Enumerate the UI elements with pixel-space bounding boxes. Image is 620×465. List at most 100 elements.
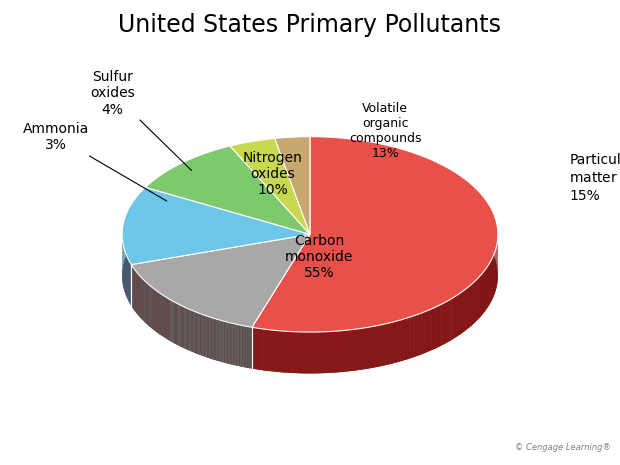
Polygon shape [295,332,297,373]
Polygon shape [220,320,221,362]
Polygon shape [307,332,309,373]
Polygon shape [235,324,236,365]
Polygon shape [299,332,300,373]
Polygon shape [328,332,330,373]
Polygon shape [262,329,263,370]
Text: Nitrogen
oxides
10%: Nitrogen oxides 10% [242,151,303,198]
Polygon shape [228,322,229,364]
Polygon shape [470,285,471,327]
Polygon shape [388,323,390,365]
Polygon shape [356,329,357,371]
Polygon shape [449,299,450,341]
Polygon shape [445,302,446,344]
Polygon shape [414,315,415,357]
Polygon shape [349,330,351,371]
Polygon shape [244,326,246,367]
Polygon shape [260,329,262,370]
Polygon shape [254,327,255,369]
Polygon shape [172,301,173,343]
Polygon shape [338,331,340,372]
Polygon shape [269,330,271,371]
Polygon shape [286,331,287,372]
Polygon shape [433,307,435,349]
Polygon shape [471,284,472,326]
Polygon shape [396,321,397,363]
Polygon shape [468,286,469,329]
Polygon shape [448,300,449,342]
Polygon shape [323,332,325,373]
Polygon shape [428,310,430,352]
Polygon shape [351,330,353,371]
Polygon shape [159,293,161,335]
Polygon shape [346,330,348,372]
Polygon shape [322,332,323,373]
Polygon shape [333,331,335,372]
Polygon shape [463,290,464,332]
Polygon shape [182,306,184,348]
Polygon shape [167,298,169,340]
Polygon shape [477,278,479,320]
Polygon shape [257,328,258,370]
Polygon shape [236,324,238,366]
Polygon shape [423,312,425,353]
Polygon shape [273,330,274,372]
Polygon shape [238,325,239,366]
Polygon shape [467,287,468,329]
Polygon shape [141,277,142,319]
Polygon shape [472,283,473,325]
Polygon shape [399,320,400,362]
Polygon shape [391,322,392,364]
Polygon shape [327,332,328,373]
Polygon shape [367,327,368,369]
Polygon shape [287,332,289,373]
Polygon shape [292,332,294,373]
Polygon shape [312,332,314,373]
Text: Particulate
matter (PM$_{10}$)
15%: Particulate matter (PM$_{10}$) 15% [569,153,620,203]
Polygon shape [343,331,345,372]
Polygon shape [215,319,216,360]
Polygon shape [140,276,141,318]
Polygon shape [438,305,440,347]
Polygon shape [250,327,252,369]
Polygon shape [199,313,200,355]
Polygon shape [143,279,144,322]
Polygon shape [139,275,140,317]
Polygon shape [148,284,149,326]
Polygon shape [300,332,302,373]
Polygon shape [397,320,399,362]
Polygon shape [413,316,414,358]
Polygon shape [136,272,137,314]
Polygon shape [335,331,337,372]
Polygon shape [360,328,362,370]
Polygon shape [191,310,193,352]
Polygon shape [415,315,417,357]
Polygon shape [437,306,438,347]
Polygon shape [362,328,364,370]
Polygon shape [180,305,181,347]
Polygon shape [268,330,269,371]
Text: United States Primary Pollutants: United States Primary Pollutants [118,13,502,37]
Polygon shape [161,294,162,336]
Polygon shape [195,312,197,353]
Polygon shape [392,322,394,364]
Polygon shape [382,324,384,366]
Polygon shape [379,325,381,366]
Polygon shape [290,332,292,373]
Polygon shape [147,283,148,325]
Polygon shape [213,318,215,360]
Polygon shape [178,304,179,345]
Polygon shape [436,306,437,348]
Text: Carbon
monoxide
55%: Carbon monoxide 55% [285,234,353,280]
Polygon shape [461,292,463,333]
Polygon shape [446,301,448,343]
Polygon shape [211,318,213,359]
Polygon shape [206,316,207,358]
Polygon shape [221,320,223,362]
Polygon shape [131,234,310,327]
Polygon shape [481,274,482,316]
Polygon shape [294,332,295,373]
Polygon shape [422,312,423,354]
Polygon shape [310,332,312,373]
Polygon shape [277,331,279,372]
Polygon shape [186,308,187,350]
